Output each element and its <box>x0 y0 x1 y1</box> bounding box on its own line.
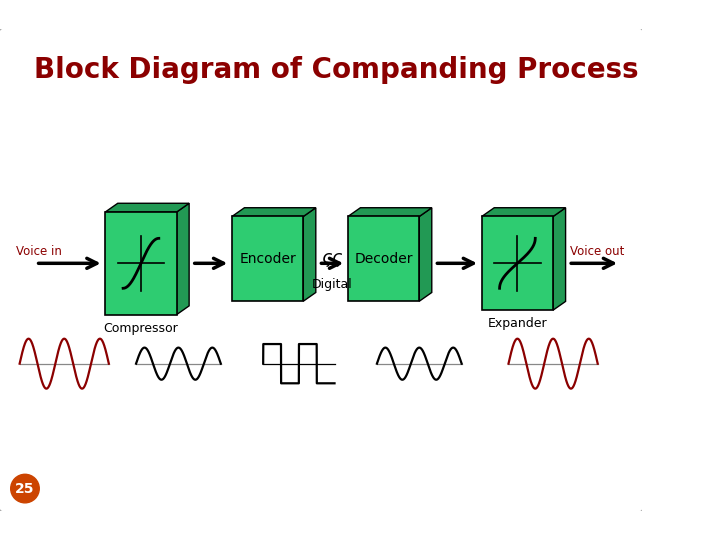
Text: Voice in: Voice in <box>16 245 62 258</box>
Polygon shape <box>553 208 566 310</box>
Text: Encoder: Encoder <box>239 252 296 266</box>
Polygon shape <box>105 203 189 212</box>
Text: Digital: Digital <box>312 278 352 291</box>
Text: Block Diagram of Companding Process: Block Diagram of Companding Process <box>34 56 639 84</box>
Polygon shape <box>482 217 553 310</box>
Text: 25: 25 <box>15 482 35 496</box>
Text: Expander: Expander <box>487 318 547 330</box>
Polygon shape <box>419 208 432 301</box>
Text: $\varsigma\varsigma$: $\varsigma\varsigma$ <box>320 251 343 269</box>
Polygon shape <box>232 208 316 217</box>
Polygon shape <box>482 208 566 217</box>
Text: Decoder: Decoder <box>354 252 413 266</box>
Polygon shape <box>303 208 316 301</box>
Polygon shape <box>105 212 176 315</box>
FancyBboxPatch shape <box>0 28 644 512</box>
Polygon shape <box>176 203 189 315</box>
Text: Voice out: Voice out <box>570 245 624 258</box>
Polygon shape <box>348 217 419 301</box>
Polygon shape <box>232 217 303 301</box>
Polygon shape <box>348 208 432 217</box>
Circle shape <box>11 474 40 503</box>
Text: Compressor: Compressor <box>104 322 179 335</box>
